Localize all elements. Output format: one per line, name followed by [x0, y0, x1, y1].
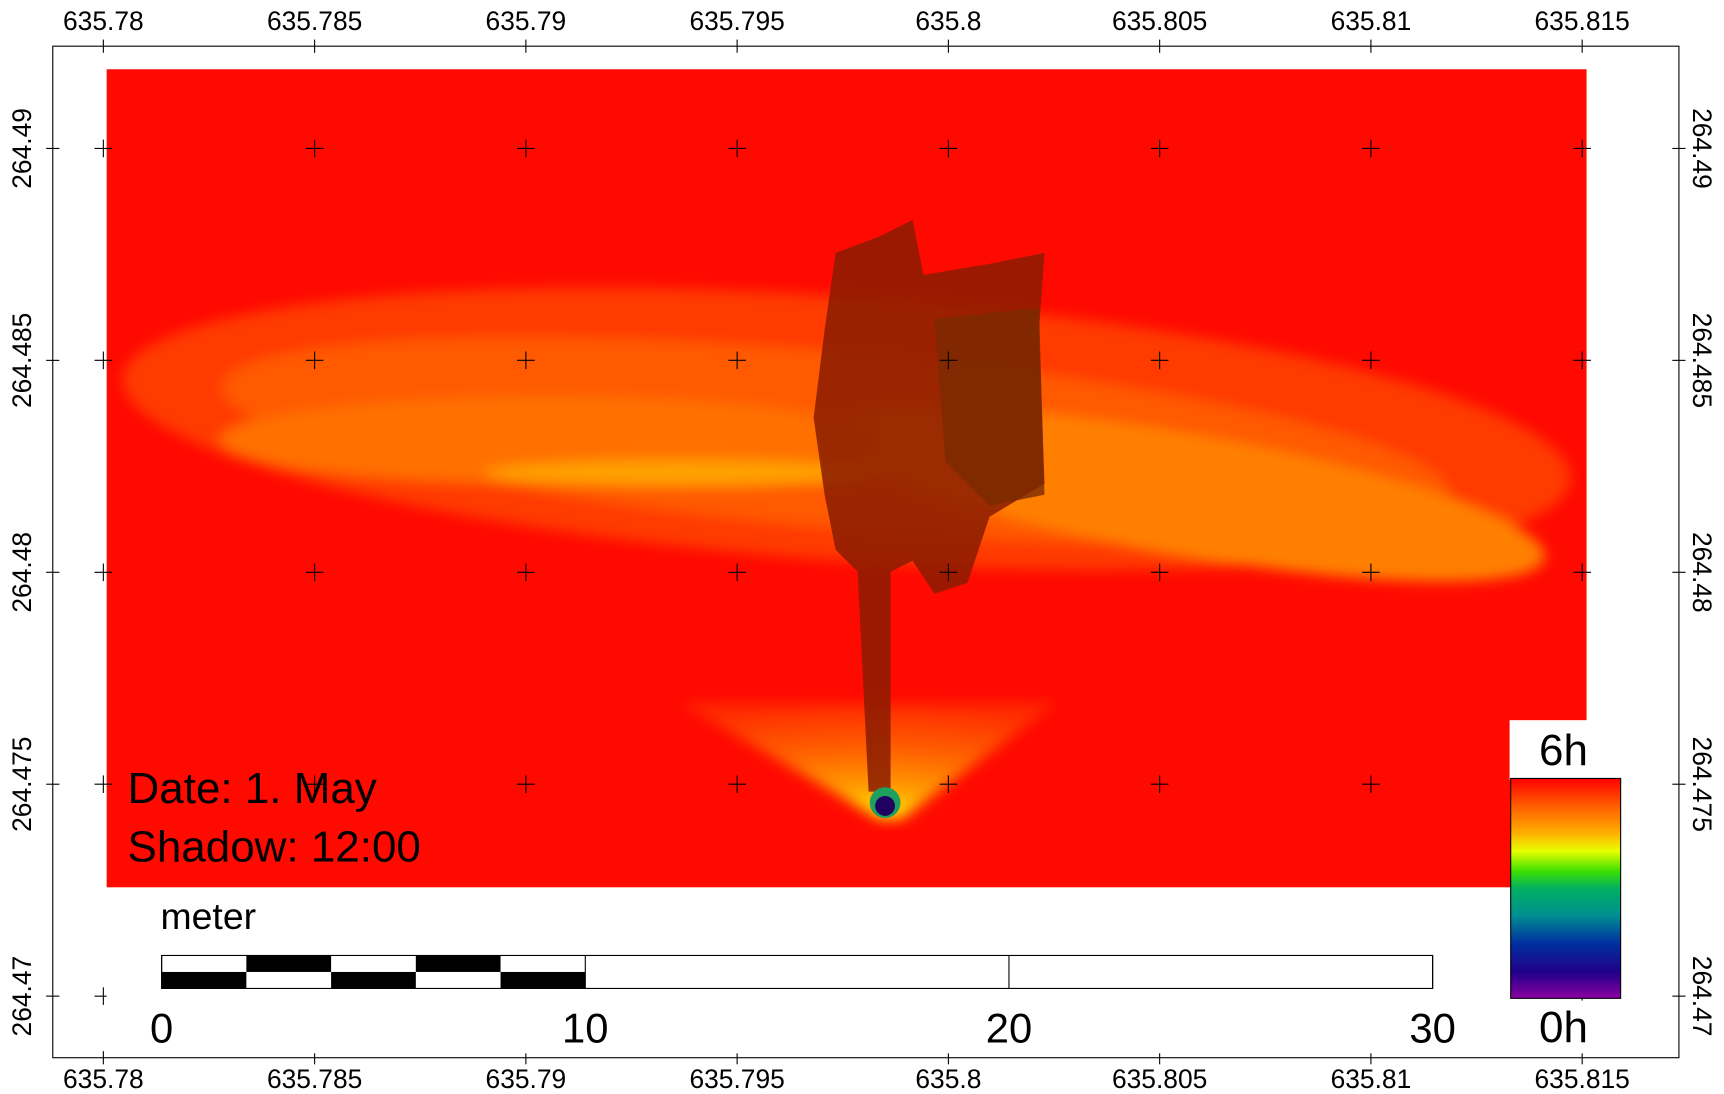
x-tick-label-top: 635.805 [1112, 6, 1207, 36]
y-tick-label-left: 264.48 [7, 532, 37, 613]
scale-bar-segment [501, 972, 586, 988]
x-tick-label-top: 635.8 [915, 6, 981, 36]
date-label: Date: 1. May [128, 764, 377, 813]
page: {"map": { "x_ticks": [635.78, 635.785, 6… [0, 0, 1724, 1094]
x-tick-label-top: 635.79 [486, 6, 567, 36]
scale-bar-segment [162, 972, 247, 988]
y-tick-label-right: 264.475 [1687, 737, 1717, 832]
trunk-core [875, 796, 895, 816]
scale-bar-segment [246, 955, 331, 971]
y-tick-label-left: 264.485 [7, 313, 37, 408]
x-tick-label-top: 635.795 [689, 6, 784, 36]
y-tick-label-right: 264.49 [1687, 108, 1717, 189]
scale-bar-label: 10 [562, 1004, 608, 1051]
x-tick-label-top: 635.785 [267, 6, 362, 36]
x-tick-label-bottom: 635.78 [63, 1064, 144, 1094]
x-tick-label-bottom: 635.815 [1534, 1064, 1629, 1094]
y-tick-label-right: 264.47 [1687, 956, 1717, 1037]
x-tick-label-bottom: 635.785 [267, 1064, 362, 1094]
legend-min-label: 0h [1539, 1003, 1588, 1052]
scale-bar-label: 0 [150, 1004, 173, 1051]
scale-bar-label: 20 [986, 1004, 1032, 1051]
scale-bar-segment [416, 955, 501, 971]
y-tick-label-right: 264.485 [1687, 313, 1717, 408]
shadow-time-label: Shadow: 12:00 [128, 823, 421, 872]
x-tick-label-bottom: 635.79 [486, 1064, 567, 1094]
x-tick-label-bottom: 635.81 [1331, 1064, 1412, 1094]
x-tick-label-bottom: 635.805 [1112, 1064, 1207, 1094]
scale-bar-segment [331, 972, 416, 988]
x-tick-label-top: 635.815 [1534, 6, 1629, 36]
scale-bar-label: 30 [1409, 1004, 1455, 1051]
y-tick-label-left: 264.49 [7, 108, 37, 189]
map-figure: 635.78 635.78 635.785 635.785 635.79 635.79 63… [0, 0, 1724, 1094]
x-tick-label-top: 635.81 [1331, 6, 1412, 36]
y-tick-label-right: 264.48 [1687, 532, 1717, 613]
legend-max-label: 6h [1539, 726, 1588, 775]
scale-bar-unit: meter [161, 895, 257, 937]
x-tick-label-top: 635.78 [63, 6, 144, 36]
x-tick-label-bottom: 635.795 [689, 1064, 784, 1094]
legend-color-bar [1511, 778, 1621, 998]
y-tick-label-left: 264.475 [7, 737, 37, 832]
y-tick-label-left: 264.47 [7, 956, 37, 1037]
x-tick-label-bottom: 635.8 [915, 1064, 981, 1094]
